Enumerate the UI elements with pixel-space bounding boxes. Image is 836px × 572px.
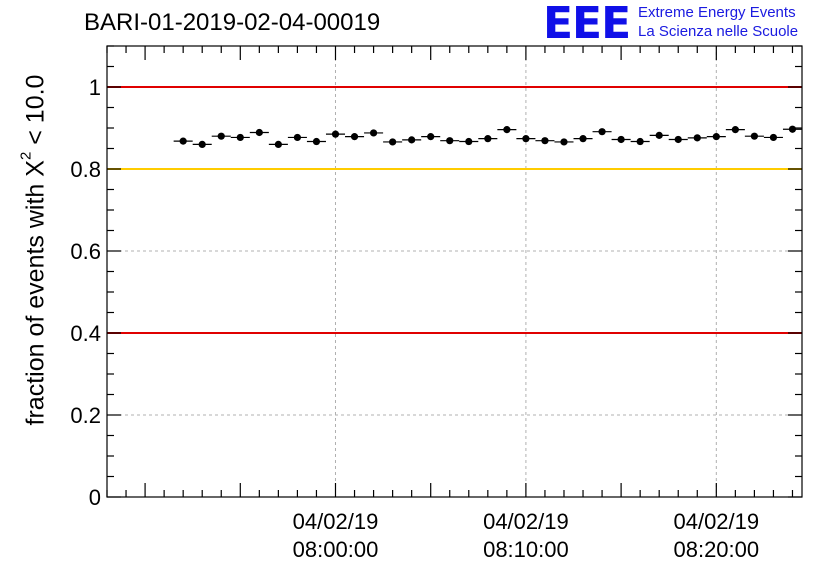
data-point — [522, 135, 530, 143]
x-tick-label-time: 08:20:00 — [673, 537, 759, 562]
data-point — [427, 133, 435, 141]
data-point — [579, 135, 587, 143]
data-point — [465, 137, 473, 146]
y-tick-label: 0.6 — [70, 239, 101, 264]
data-point — [369, 129, 378, 137]
data-point — [788, 125, 797, 133]
data-point — [541, 137, 549, 145]
data-point — [636, 137, 644, 146]
data-point — [274, 140, 282, 148]
data-point — [560, 138, 568, 146]
data-point — [598, 128, 606, 136]
logo-mark: EEE — [543, 0, 631, 49]
data-point — [712, 133, 720, 141]
x-tick-label-date: 04/02/19 — [293, 509, 379, 534]
x-tick-label-time: 08:10:00 — [483, 537, 569, 562]
x-tick-label-time: 08:00:00 — [293, 537, 379, 562]
data-point — [655, 131, 663, 139]
y-tick-label: 0.2 — [70, 403, 101, 428]
data-point — [236, 133, 244, 142]
y-tick-label: 0.4 — [70, 321, 101, 346]
y-tick-label: 0 — [89, 485, 101, 510]
data-point — [446, 137, 454, 145]
y-tick-label: 1 — [89, 75, 101, 100]
data-point — [312, 137, 321, 146]
data-point — [731, 126, 739, 134]
chart-title: BARI-01-2019-02-04-00019 — [84, 9, 381, 36]
data-point — [503, 126, 511, 134]
x-tick-label-date: 04/02/19 — [483, 509, 569, 534]
data-point — [198, 140, 206, 148]
data-point — [293, 133, 302, 142]
data-point — [408, 136, 416, 144]
data-point — [617, 135, 625, 144]
data-point — [674, 135, 682, 144]
plot-frame — [106, 45, 803, 498]
data-point — [350, 133, 359, 141]
data-point — [179, 137, 187, 145]
data-point — [255, 128, 263, 137]
logo-text: Extreme Energy Events La Scienza nelle S… — [638, 3, 798, 41]
y-tick-label: 0.8 — [70, 157, 101, 182]
data-point — [750, 132, 758, 140]
logo-line-1: Extreme Energy Events — [638, 4, 796, 21]
data-point — [484, 135, 492, 143]
data-point — [217, 132, 225, 140]
data-point — [693, 134, 701, 142]
eee-logo: EEE Extreme Energy Events La Scienza nel… — [543, 0, 798, 49]
data-point — [389, 138, 397, 146]
data-point — [331, 130, 340, 138]
logo-line-2: La Scienza nelle Scuole — [638, 23, 799, 40]
x-tick-label-date: 04/02/19 — [673, 509, 759, 534]
data-point — [769, 133, 778, 142]
